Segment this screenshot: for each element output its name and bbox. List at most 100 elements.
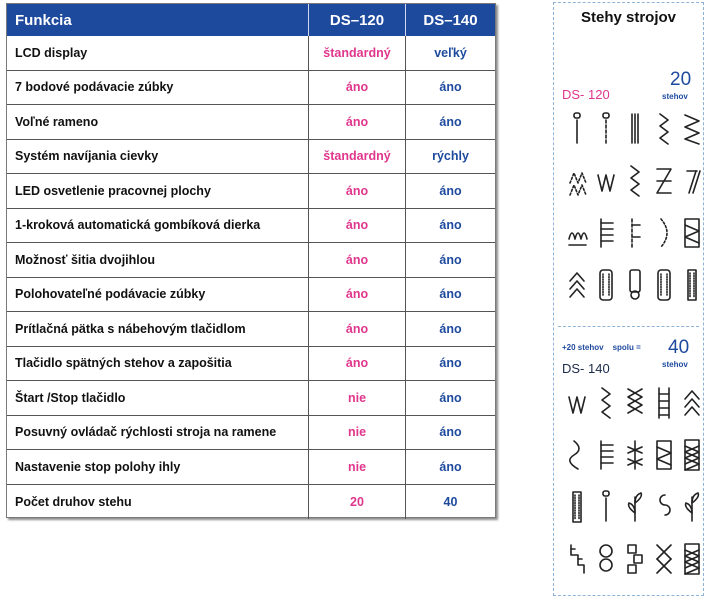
stitch-pattern-icon bbox=[566, 385, 588, 419]
ds120-cell: áno bbox=[309, 70, 406, 104]
stitch-pattern-icon bbox=[653, 267, 675, 301]
stitch-pattern-icon bbox=[595, 163, 617, 197]
ds140-cell: 40 bbox=[443, 494, 458, 509]
ds120-cell: áno bbox=[309, 346, 406, 380]
ds140-cell: áno bbox=[439, 287, 462, 302]
ds140-label: DS- 140 bbox=[562, 361, 610, 376]
stitch-pattern-icon bbox=[681, 437, 703, 471]
stitch-pattern-icon bbox=[595, 385, 617, 419]
ds120-cell: áno bbox=[309, 243, 406, 277]
ds120-cell: nie bbox=[309, 450, 406, 484]
stitch-pattern-icon bbox=[681, 489, 703, 523]
feature-cell: Nastavenie stop polohy ihly bbox=[7, 450, 309, 484]
table-row: Nastavenie stop polohy ihly nie áno bbox=[7, 450, 495, 485]
stitch-pattern-icon bbox=[624, 267, 646, 301]
panel-divider bbox=[558, 326, 699, 327]
ds140-cell: áno bbox=[439, 356, 462, 371]
stitch-pattern-icon bbox=[595, 111, 617, 145]
header-feature: Funkcia bbox=[7, 4, 309, 36]
feature-cell: Voľné rameno bbox=[7, 105, 309, 139]
stitch-pattern-icon bbox=[566, 215, 588, 249]
stitch-pattern-icon bbox=[681, 163, 703, 197]
feature-cell: Systém navíjania cievky bbox=[7, 139, 309, 173]
feature-cell: 7 bodové podávacie zúbky bbox=[7, 70, 309, 104]
stitch-pattern-icon bbox=[624, 163, 646, 197]
stitch-pattern-icon bbox=[624, 541, 646, 575]
table-row: Systém navíjania cievky štandardný rýchly bbox=[7, 139, 495, 174]
stitch-pattern-icon bbox=[624, 437, 646, 471]
table-row: Posuvný ovládač rýchlosti stroja na rame… bbox=[7, 415, 495, 450]
feature-cell: 1-kroková automatická gombíková dierka bbox=[7, 208, 309, 242]
stitch-pattern-icon bbox=[653, 437, 675, 471]
ds140-cell: áno bbox=[439, 183, 462, 198]
stitch-pattern-icon bbox=[624, 489, 646, 523]
stitch-pattern-icon bbox=[681, 267, 703, 301]
stitch-pattern-icon bbox=[653, 385, 675, 419]
stitch-pattern-icon bbox=[566, 437, 588, 471]
ds120-cell: nie bbox=[309, 415, 406, 449]
table-row: 1-kroková automatická gombíková dierka án… bbox=[7, 208, 495, 243]
panel-title: Stehy strojov bbox=[580, 9, 677, 26]
header-ds120: DS–120 bbox=[309, 4, 406, 36]
feature-cell: LED osvetlenie pracovnej plochy bbox=[7, 174, 309, 208]
table-row: LED osvetlenie pracovnej plochy áno áno bbox=[7, 174, 495, 209]
stitch-pattern-icon bbox=[681, 111, 703, 145]
ds140-cell: áno bbox=[439, 114, 462, 129]
stitch-pattern-icon bbox=[653, 489, 675, 523]
stitch-pattern-icon bbox=[653, 215, 675, 249]
stitch-pattern-icon bbox=[624, 215, 646, 249]
stitch-pattern-icon bbox=[566, 267, 588, 301]
ds120-label: DS- 120 bbox=[562, 87, 610, 102]
table-header: Funkcia DS–120 DS–140 bbox=[7, 4, 495, 36]
table-row: Tlačidlo spätných stehov a zapošitia áno á… bbox=[7, 346, 495, 381]
feature-cell: Tlačidlo spätných stehov a zapošitia bbox=[7, 346, 309, 380]
comparison-table: Funkcia DS–120 DS–140 LCD display štandar… bbox=[6, 3, 496, 519]
ds120-cell: áno bbox=[309, 277, 406, 311]
ds120-cell: štandardný bbox=[309, 139, 406, 173]
table-row: Voľné rameno áno áno bbox=[7, 105, 495, 140]
feature-cell: Počet druhov stehu bbox=[7, 484, 309, 519]
ds140-extra-line: +20 stehov spolu = bbox=[562, 343, 702, 352]
stitch-pattern-icon bbox=[653, 163, 675, 197]
feature-cell: Štart /Stop tlačidlo bbox=[7, 381, 309, 415]
stitch-pattern-icon bbox=[653, 111, 675, 145]
feature-cell: Posuvný ovládač rýchlosti stroja na rame… bbox=[7, 415, 309, 449]
stitch-pattern-icon bbox=[681, 541, 703, 575]
stitch-pattern-icon bbox=[566, 489, 588, 523]
stitch-pattern-icon bbox=[595, 541, 617, 575]
feature-cell: Prítlačná pätka s nábehovým tlačidlom bbox=[7, 312, 309, 346]
stitch-pattern-icon bbox=[595, 437, 617, 471]
ds120-cell: áno bbox=[309, 174, 406, 208]
feature-cell: Možnosť šitia dvojihlou bbox=[7, 243, 309, 277]
stitch-pattern-icon bbox=[595, 215, 617, 249]
table-row: Štart /Stop tlačidlo nie áno bbox=[7, 381, 495, 416]
ds140-cell: veľký bbox=[434, 45, 467, 60]
ds140-extra: +20 stehov bbox=[562, 343, 604, 352]
ds120-count-unit: stehov bbox=[662, 92, 688, 101]
stitch-pattern-icon bbox=[681, 215, 703, 249]
ds140-count-unit: stehov bbox=[662, 360, 688, 369]
stitch-pattern-icon bbox=[566, 163, 588, 197]
ds140-total-label: spolu = bbox=[612, 343, 641, 352]
stitches-panel: Stehy strojov DS- 120 20 stehov +20 steh… bbox=[553, 2, 704, 596]
feature-cell: LCD display bbox=[7, 36, 309, 70]
ds140-cell: áno bbox=[439, 80, 462, 95]
ds120-cell: áno bbox=[309, 312, 406, 346]
ds120-count: 20 bbox=[670, 69, 692, 90]
stitch-pattern-icon bbox=[566, 111, 588, 145]
ds120-cell: nie bbox=[309, 381, 406, 415]
stitch-pattern-icon bbox=[624, 111, 646, 145]
ds140-cell: áno bbox=[439, 459, 462, 474]
ds140-cell: rýchly bbox=[432, 149, 469, 164]
table-row: LCD display štandardný veľký bbox=[7, 36, 495, 71]
ds140-cell: áno bbox=[439, 425, 462, 440]
feature-cell: Polohovateľné podávacie zúbky bbox=[7, 277, 309, 311]
stitch-pattern-icon bbox=[653, 541, 675, 575]
table-row: Prítlačná pätka s nábehovým tlačidlom áno… bbox=[7, 312, 495, 347]
ds140-count: 40 bbox=[668, 337, 690, 358]
stitch-pattern-icon bbox=[681, 385, 703, 419]
header-ds140: DS–140 bbox=[423, 11, 478, 29]
ds140-cell: áno bbox=[439, 390, 462, 405]
ds120-cell: áno bbox=[309, 208, 406, 242]
table-row: 7 bodové podávacie zúbky áno áno bbox=[7, 70, 495, 105]
